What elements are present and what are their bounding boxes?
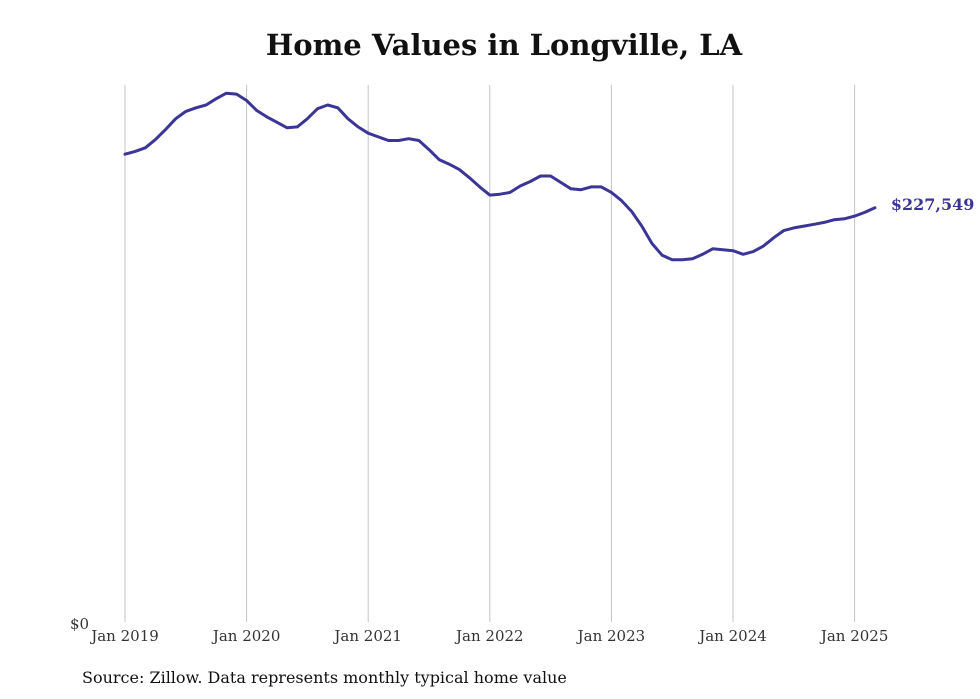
series-line — [123, 91, 877, 262]
chart-title: Home Values in Longville, LA — [265, 28, 743, 62]
source-note: Source: Zillow. Data represents monthly … — [82, 668, 567, 687]
end-value-label: $227,549 — [891, 195, 975, 214]
x-tick-label: Jan 2019 — [89, 627, 159, 645]
y-tick-label: $0 — [70, 615, 89, 633]
x-tick-label: Jan 2025 — [819, 627, 889, 645]
x-tick-label: Jan 2023 — [576, 627, 646, 645]
series-layer — [123, 91, 877, 262]
x-tick-label: Jan 2024 — [697, 627, 767, 645]
x-tick-label: Jan 2021 — [332, 627, 402, 645]
vertical-gridlines — [124, 85, 856, 622]
x-tick-label: Jan 2020 — [211, 627, 281, 645]
axis-labels: Jan 2019 Jan 2020 Jan 2021 Jan 2022 Jan 2023… — [70, 195, 974, 645]
x-tick-label: Jan 2022 — [454, 627, 524, 645]
